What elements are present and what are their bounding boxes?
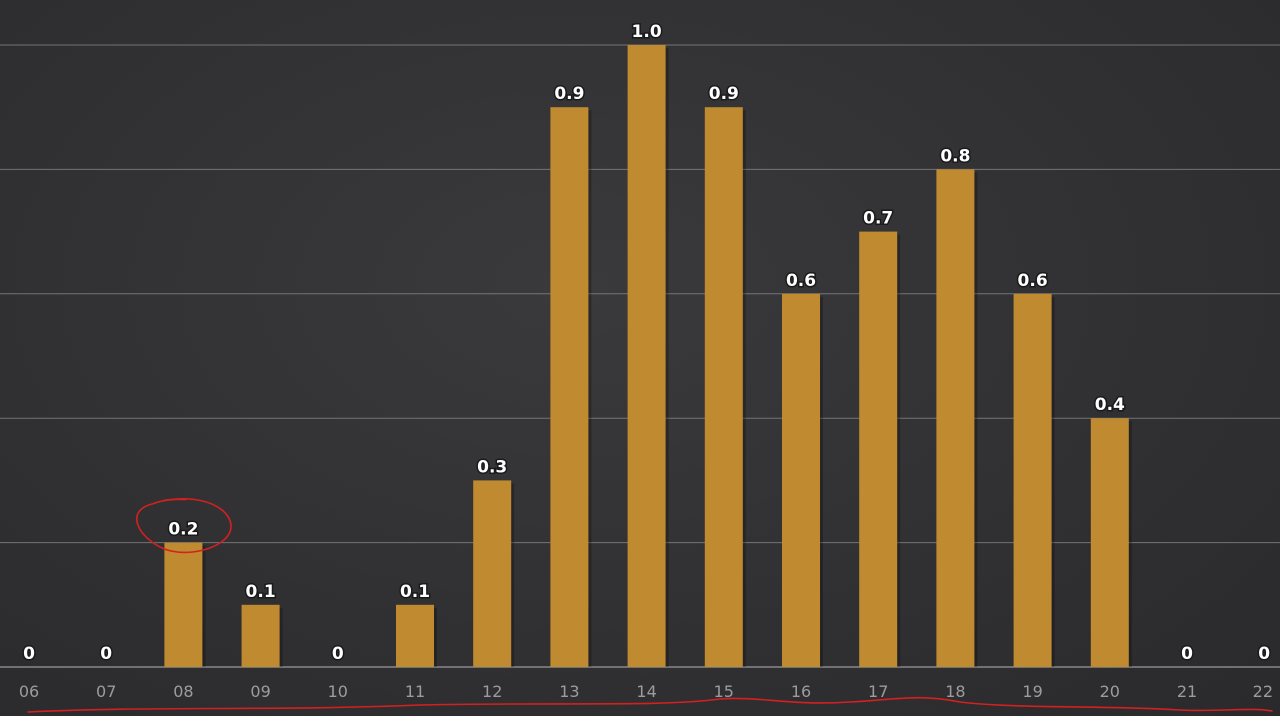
- x-tick-20: 20: [1100, 682, 1120, 701]
- data-label-18: 0.8: [940, 146, 970, 166]
- bar-15: [704, 107, 743, 667]
- x-tick-16: 16: [791, 682, 811, 701]
- data-label-06: 0: [23, 644, 35, 664]
- bar-16: [782, 293, 820, 667]
- x-tick-17: 17: [868, 682, 888, 701]
- x-tick-09: 09: [250, 682, 270, 701]
- x-tick-18: 18: [945, 682, 965, 701]
- x-tick-22: 22: [1253, 682, 1273, 701]
- data-label-09: 0.1: [246, 582, 276, 602]
- data-label-15: 0.9: [709, 84, 739, 104]
- x-tick-21: 21: [1177, 682, 1197, 701]
- bar-11: [396, 604, 434, 667]
- x-tick-11: 11: [405, 682, 425, 701]
- data-labels-layer: 0 0 0.2 0.1 0 0.1 0.3 0.9 1.0 0.9 0.6 0.7 0.8 0.6 0.4 0…: [22, 21, 1272, 666]
- x-tick-06: 06: [19, 682, 39, 701]
- annotation-circle: [135, 498, 232, 554]
- bar-20: [1090, 418, 1129, 667]
- data-label-07: 0: [100, 644, 112, 664]
- data-label-16: 0.6: [786, 271, 816, 291]
- x-tick-10: 10: [328, 682, 348, 701]
- data-label-19: 0.6: [1018, 271, 1048, 291]
- x-tick-08: 08: [173, 682, 193, 701]
- bar-17: [859, 231, 898, 667]
- bar-19: [1013, 293, 1052, 667]
- bar-18: [936, 169, 975, 667]
- x-tick-14: 14: [636, 682, 656, 701]
- data-label-12: 0.3: [477, 457, 507, 477]
- bar-12: [473, 480, 512, 667]
- data-label-11: 0.1: [400, 582, 430, 602]
- bar-09: [241, 604, 280, 667]
- data-label-13: 0.9: [554, 84, 584, 104]
- x-tick-15: 15: [714, 682, 734, 701]
- data-label-14: 1.0: [632, 22, 662, 42]
- annotations-layer: [27, 498, 1273, 713]
- data-label-20: 0.4: [1095, 395, 1125, 415]
- bar-08: [164, 542, 203, 667]
- data-label-10: 0: [332, 644, 344, 664]
- data-label-22: 0: [1258, 644, 1270, 664]
- bar-13: [550, 107, 589, 667]
- x-tick-07: 07: [96, 682, 116, 701]
- x-tick-12: 12: [482, 682, 502, 701]
- bars-layer: [164, 45, 1132, 667]
- data-label-21: 0: [1181, 644, 1193, 664]
- data-label-08: 0.2: [168, 520, 198, 540]
- x-tick-19: 19: [1022, 682, 1042, 701]
- x-axis-ticks: 06 07 08 09 10 11 12 13 14 15 16 17 18 19 20 21 22: [19, 682, 1273, 701]
- bar-14: [627, 45, 666, 667]
- x-tick-13: 13: [559, 682, 579, 701]
- annotation-underline: [27, 696, 1273, 713]
- data-label-17: 0.7: [863, 209, 893, 229]
